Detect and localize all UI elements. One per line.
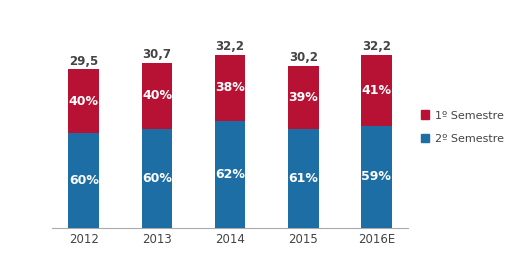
Bar [142, 129, 173, 228]
Bar [215, 121, 245, 228]
Text: 29,5: 29,5 [69, 55, 98, 68]
Text: 62%: 62% [215, 168, 245, 181]
Text: 32,2: 32,2 [362, 40, 391, 53]
Bar [69, 69, 99, 133]
Bar [142, 63, 173, 129]
Legend: 1º Semestre, 2º Semestre: 1º Semestre, 2º Semestre [420, 111, 504, 144]
Bar [288, 129, 319, 228]
Text: 30,7: 30,7 [142, 48, 172, 61]
Text: 39%: 39% [288, 91, 318, 104]
Bar [361, 126, 392, 228]
Text: 60%: 60% [69, 174, 99, 187]
Text: 40%: 40% [69, 95, 99, 108]
Text: 40%: 40% [142, 90, 172, 103]
Bar [69, 133, 99, 228]
Bar [361, 55, 392, 126]
Text: 41%: 41% [361, 84, 391, 97]
Text: 30,2: 30,2 [289, 51, 318, 64]
Bar [288, 66, 319, 129]
Text: 60%: 60% [142, 172, 172, 185]
Text: 61%: 61% [288, 172, 318, 185]
Text: 38%: 38% [215, 81, 245, 94]
Bar [215, 55, 245, 121]
Text: 32,2: 32,2 [215, 40, 245, 53]
Text: 59%: 59% [361, 170, 391, 183]
